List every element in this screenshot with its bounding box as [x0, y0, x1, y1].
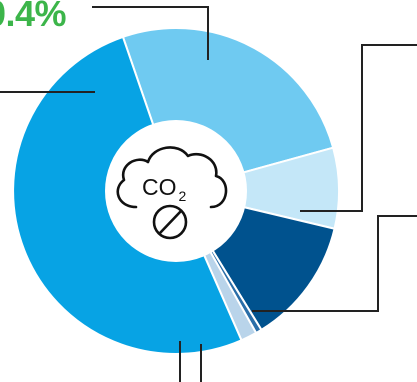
leader-lines: [0, 6, 417, 382]
center-disc: [105, 120, 247, 262]
prohibition-slash: [158, 209, 183, 235]
leader-line-top: [92, 6, 209, 60]
prohibition-circle: [152, 204, 188, 240]
leader-line-right-lower: [252, 215, 417, 312]
leader-line-right-upper: [300, 44, 417, 212]
co2-cloud-no-icon: CO 2: [116, 146, 228, 240]
co2-text: CO 2: [142, 174, 187, 204]
percentage-label: 0.4%: [0, 0, 67, 34]
cloud-outline: [116, 146, 228, 209]
